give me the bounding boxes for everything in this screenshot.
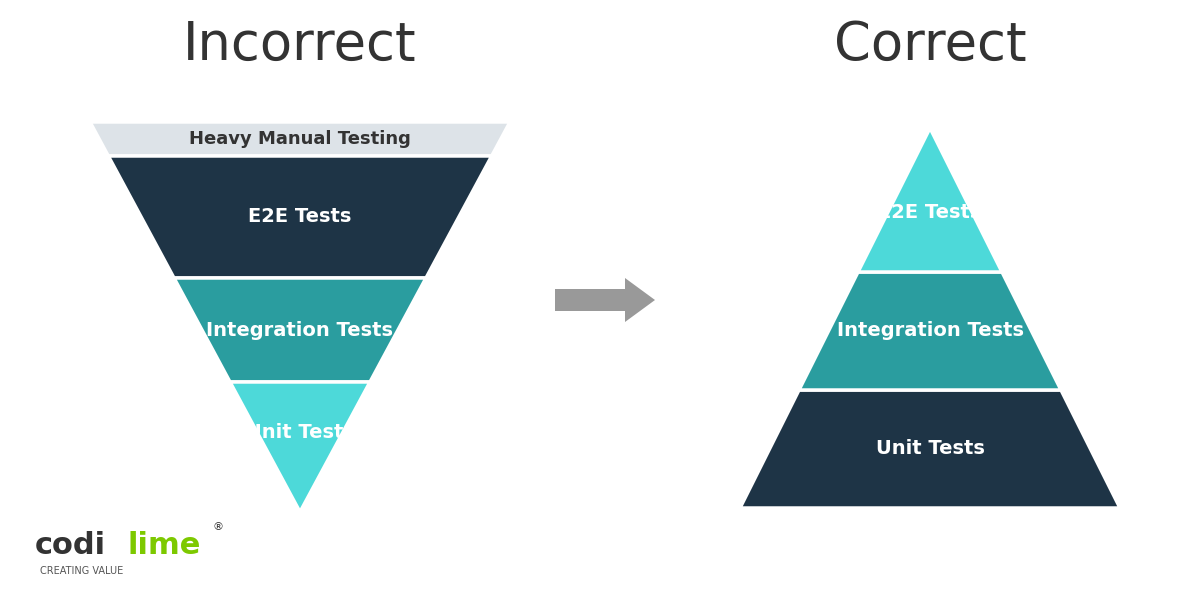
Polygon shape bbox=[858, 128, 1002, 272]
Text: Heavy Manual Testing: Heavy Manual Testing bbox=[190, 130, 410, 148]
Text: Unit Tests: Unit Tests bbox=[246, 422, 354, 442]
Polygon shape bbox=[799, 272, 1061, 390]
Polygon shape bbox=[554, 289, 625, 311]
Polygon shape bbox=[230, 382, 370, 512]
Text: ®: ® bbox=[212, 522, 223, 532]
Text: E2E Tests: E2E Tests bbox=[878, 202, 982, 221]
Text: lime: lime bbox=[127, 530, 200, 559]
Text: Unit Tests: Unit Tests bbox=[876, 439, 984, 458]
Text: Integration Tests: Integration Tests bbox=[206, 320, 394, 340]
Polygon shape bbox=[90, 122, 510, 156]
Text: Integration Tests: Integration Tests bbox=[836, 322, 1024, 340]
Polygon shape bbox=[108, 156, 492, 278]
Polygon shape bbox=[740, 390, 1120, 508]
Polygon shape bbox=[625, 278, 655, 322]
Text: E2E Tests: E2E Tests bbox=[248, 208, 352, 226]
Text: Incorrect: Incorrect bbox=[184, 19, 416, 71]
Text: codi: codi bbox=[35, 530, 106, 559]
Text: Correct: Correct bbox=[834, 19, 1026, 71]
Text: CREATING VALUE: CREATING VALUE bbox=[40, 566, 124, 576]
Polygon shape bbox=[174, 278, 426, 382]
